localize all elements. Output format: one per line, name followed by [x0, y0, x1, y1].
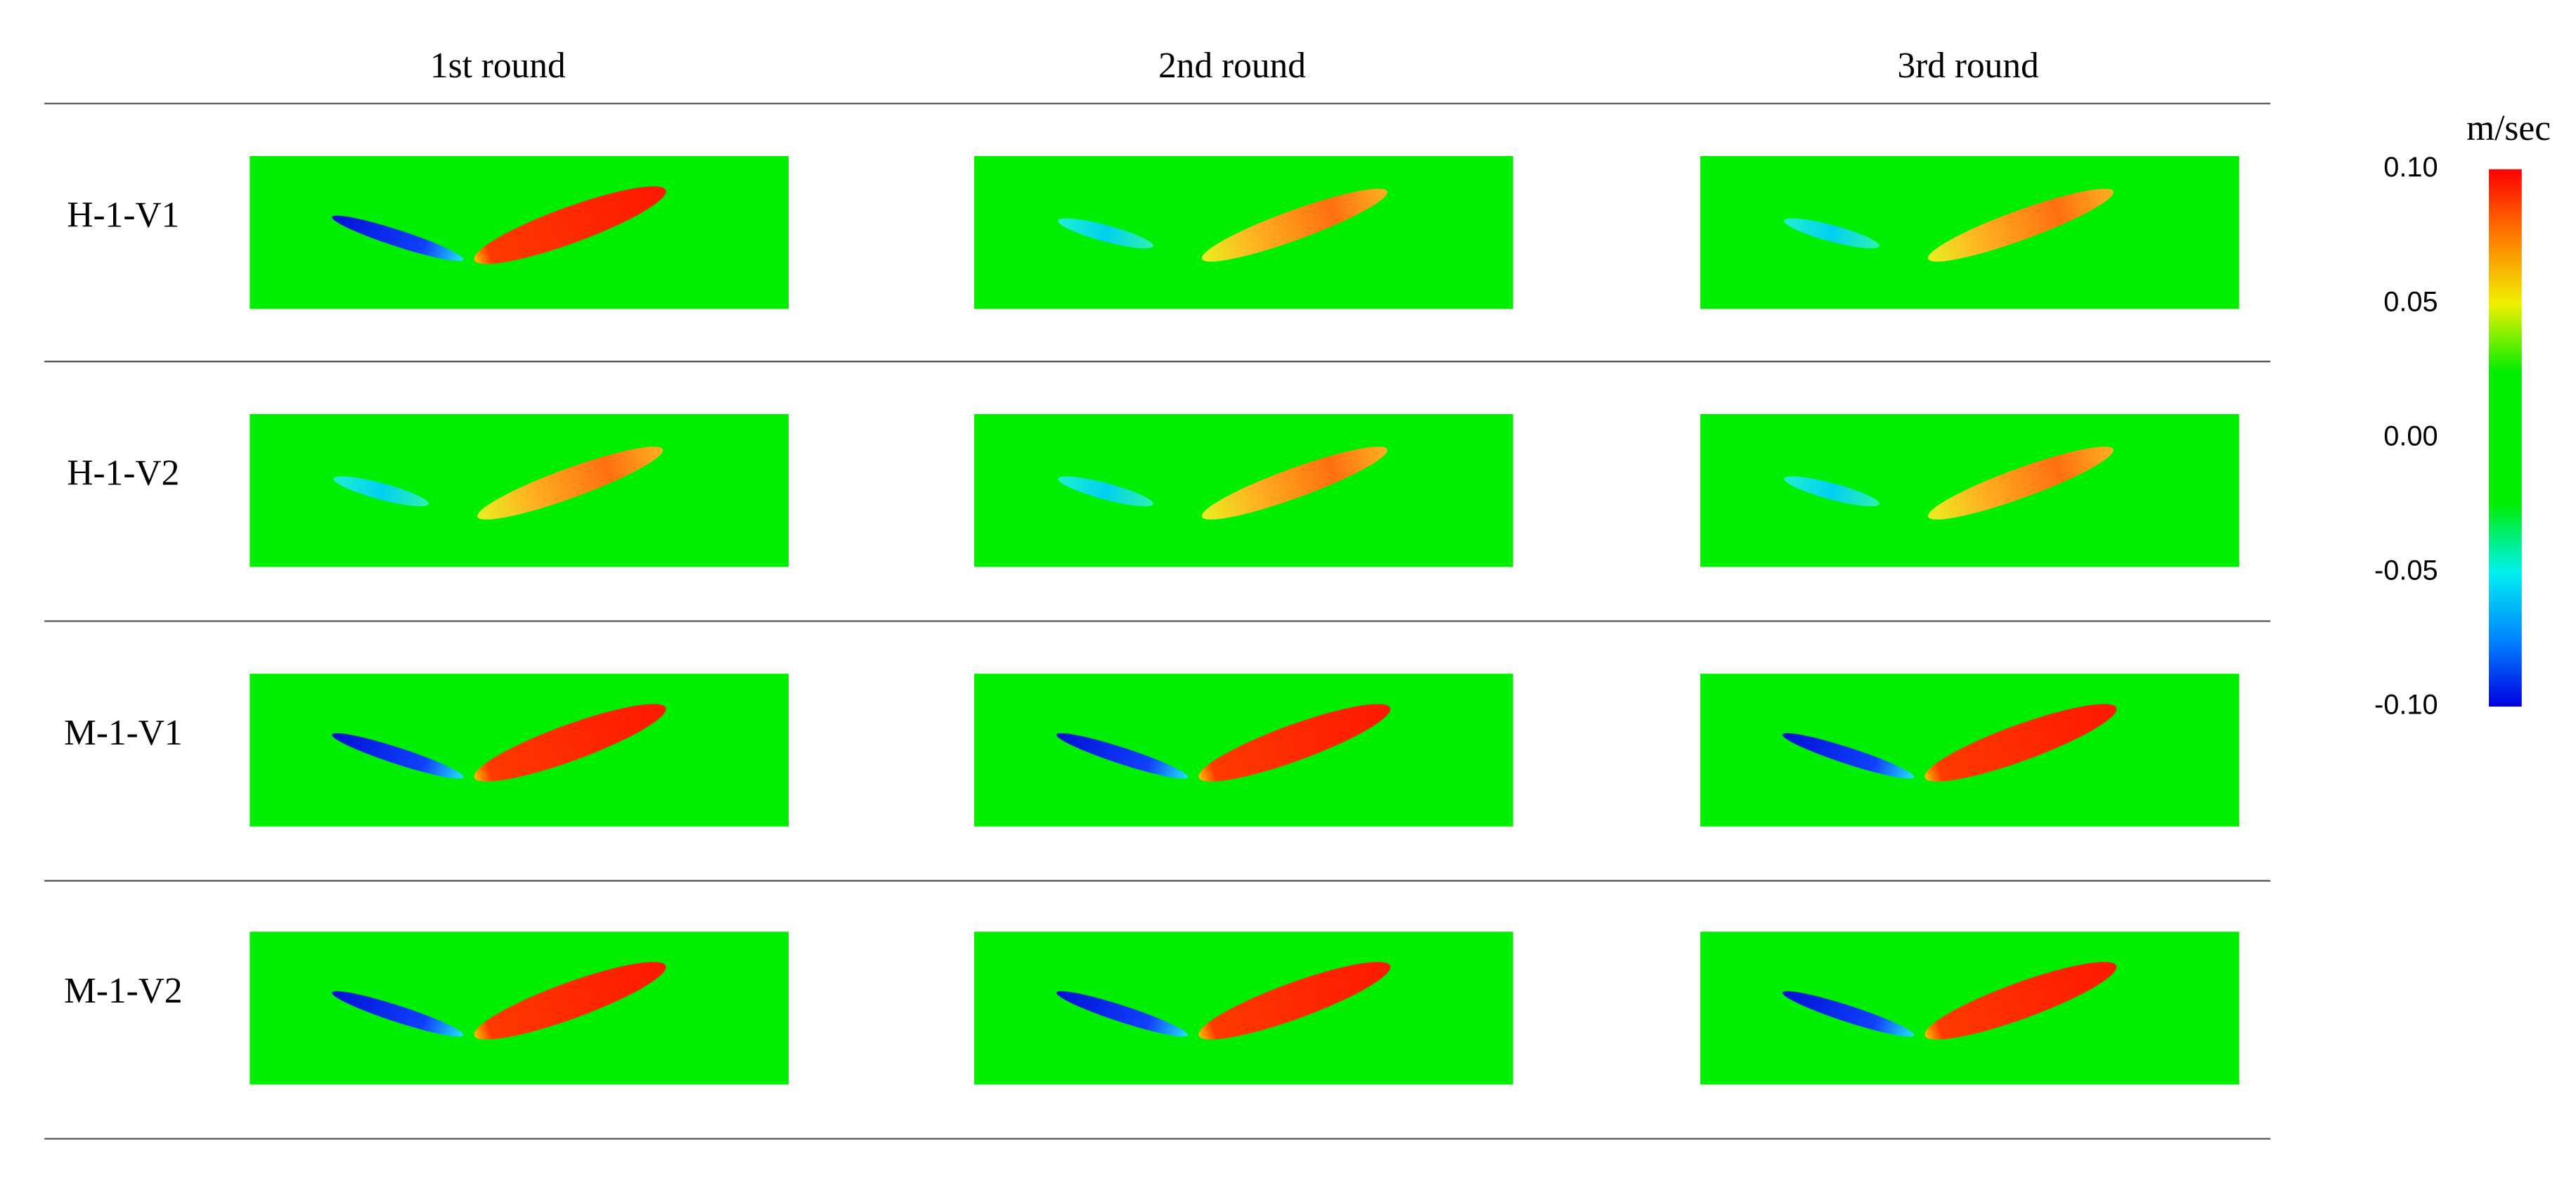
column-header: 2nd round	[1158, 46, 1306, 86]
velocity-panel	[250, 156, 789, 309]
positive-plume	[1927, 446, 2114, 520]
velocity-panel	[1700, 413, 2239, 567]
colorbar	[2489, 169, 2522, 707]
positive-plume	[1201, 446, 1387, 520]
velocity-panel	[250, 674, 789, 827]
colorbar-unit: m/sec	[2466, 108, 2551, 148]
positive-plume	[474, 186, 666, 264]
velocity-panel	[974, 156, 1513, 309]
velocity-panel	[1700, 932, 2239, 1085]
velocity-panel	[250, 932, 789, 1085]
negative-plume	[1784, 218, 1879, 249]
row-label: M-1-V2	[64, 971, 182, 1011]
negative-plume	[1056, 733, 1188, 779]
row-label: M-1-V1	[64, 713, 182, 753]
velocity-panel	[974, 932, 1513, 1085]
row-label: H-1-V1	[67, 195, 179, 236]
colorbar-tick-label: 0.00	[2383, 420, 2438, 451]
positive-plume	[474, 962, 666, 1040]
column-header: 3rd round	[1897, 46, 2039, 86]
negative-plume	[1782, 733, 1914, 779]
positive-plume	[474, 704, 666, 782]
velocity-panel	[250, 413, 789, 567]
negative-plume	[1056, 991, 1188, 1037]
row-label: H-1-V2	[67, 453, 179, 494]
velocity-panel	[1700, 156, 2239, 309]
negative-plume	[332, 733, 464, 779]
column-header: 1st round	[430, 46, 566, 86]
positive-plume	[1924, 962, 2117, 1040]
negative-plume	[1058, 218, 1153, 249]
colorbar-tick-label: 0.10	[2383, 152, 2438, 183]
colorbar-tick-label: -0.10	[2374, 690, 2438, 721]
velocity-panel	[974, 674, 1513, 827]
negative-plume	[1058, 476, 1153, 507]
positive-plume	[1198, 704, 1391, 782]
negative-plume	[1782, 991, 1914, 1037]
negative-plume	[1784, 476, 1879, 507]
velocity-panel	[974, 413, 1513, 567]
positive-plume	[477, 446, 664, 520]
velocity-panel	[1700, 674, 2239, 827]
positive-plume	[1201, 188, 1387, 262]
negative-plume	[333, 476, 429, 507]
colorbar-tick-label: 0.05	[2383, 286, 2438, 317]
positive-plume	[1924, 704, 2117, 782]
positive-plume	[1927, 188, 2114, 262]
colorbar-tick-label: -0.05	[2374, 555, 2438, 586]
positive-plume	[1198, 962, 1391, 1040]
negative-plume	[332, 215, 464, 262]
negative-plume	[332, 991, 464, 1037]
